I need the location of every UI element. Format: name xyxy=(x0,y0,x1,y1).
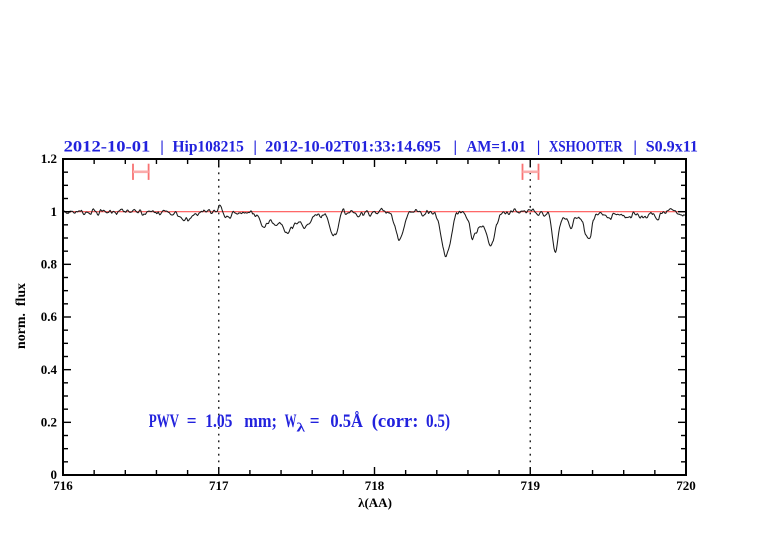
svg-text:0.5): 0.5) xyxy=(426,411,450,432)
svg-text:0: 0 xyxy=(51,467,58,482)
svg-text:716: 716 xyxy=(53,478,73,493)
svg-text:0.8: 0.8 xyxy=(41,257,58,272)
svg-text:720: 720 xyxy=(676,478,696,493)
svg-text:|: | xyxy=(454,137,458,155)
svg-text:XSHOOTER: XSHOOTER xyxy=(549,137,623,155)
svg-text:Hip108215: Hip108215 xyxy=(173,137,244,155)
svg-text:2012-10-02T01:33:14.695: 2012-10-02T01:33:14.695 xyxy=(265,137,441,155)
svg-text:2012-10-01: 2012-10-01 xyxy=(64,137,151,155)
svg-text:=: = xyxy=(187,411,197,432)
svg-text:0.4: 0.4 xyxy=(41,362,58,377)
svg-text:PWV: PWV xyxy=(149,411,180,432)
svg-text:λ: λ xyxy=(297,420,306,435)
svg-text:717: 717 xyxy=(209,478,229,493)
svg-text:|: | xyxy=(253,137,257,155)
svg-text:0.6: 0.6 xyxy=(41,309,58,324)
svg-text:1.05: 1.05 xyxy=(205,411,232,432)
svg-text:=: = xyxy=(310,411,320,432)
svg-text:W: W xyxy=(285,411,297,432)
svg-text:|: | xyxy=(537,137,541,155)
svg-text:718: 718 xyxy=(365,478,385,493)
svg-text:719: 719 xyxy=(521,478,541,493)
svg-text:S0.9x11: S0.9x11 xyxy=(646,137,698,155)
svg-text:0.5Å: 0.5Å xyxy=(330,411,363,432)
svg-text:0.2: 0.2 xyxy=(41,415,57,430)
svg-text:λ(AA): λ(AA) xyxy=(358,495,392,510)
svg-text:norm. flux: norm. flux xyxy=(14,283,29,349)
svg-text:1.2: 1.2 xyxy=(41,151,57,166)
svg-text:mm;: mm; xyxy=(244,411,277,432)
svg-text:|: | xyxy=(160,137,164,155)
svg-text:(corr:: (corr: xyxy=(372,411,419,432)
svg-text:1: 1 xyxy=(51,204,58,219)
svg-text:AM=1.01: AM=1.01 xyxy=(467,137,527,155)
svg-text:|: | xyxy=(633,137,637,155)
